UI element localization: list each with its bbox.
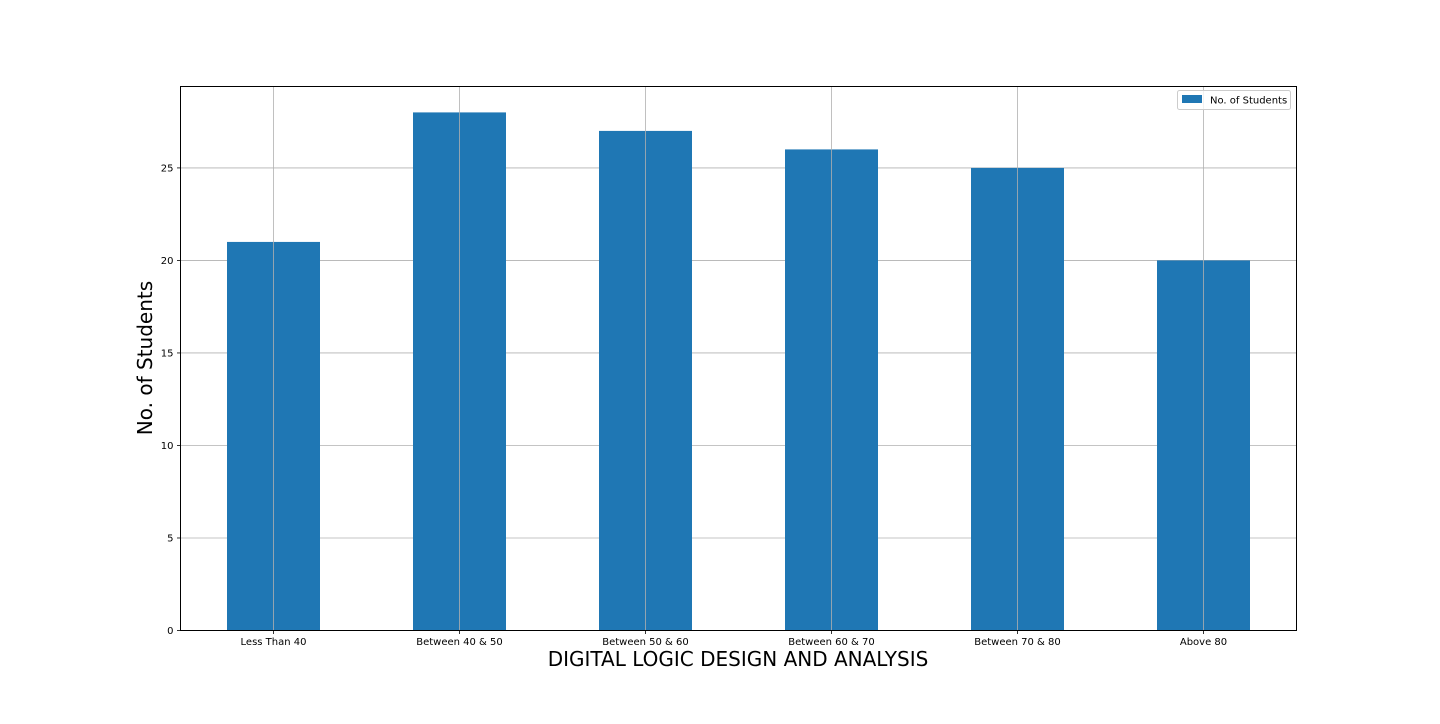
x-tick-label: Above 80 — [1180, 637, 1227, 648]
x-tick-label: Less Than 40 — [241, 637, 307, 648]
y-tick-label: 5 — [167, 533, 173, 544]
legend-swatch — [1182, 95, 1202, 103]
y-tick-label: 15 — [161, 348, 174, 359]
legend: No. of Students — [1177, 90, 1291, 110]
vertical-grid-lines — [273, 86, 1204, 631]
x-tick-label: Between 60 & 70 — [788, 637, 875, 648]
x-tick-label: Between 70 & 80 — [974, 637, 1061, 648]
y-tick-label: 25 — [161, 163, 174, 174]
y-tick-label: 10 — [161, 441, 174, 452]
y-axis-title: No. of Students — [133, 281, 157, 435]
plot-area-frame — [180, 86, 1297, 631]
bars — [227, 112, 1250, 631]
y-tick-label: 0 — [167, 626, 173, 637]
x-tick-label: Between 50 & 60 — [602, 637, 689, 648]
x-axis-ticks: Less Than 40 Between 40 & 50 Between 50 & … — [241, 630, 1227, 648]
x-axis-title: DIGITAL LOGIC DESIGN AND ANALYSIS — [548, 647, 929, 671]
x-tick-label: Between 40 & 50 — [416, 637, 503, 648]
y-tick-label: 20 — [161, 256, 174, 267]
legend-box — [1177, 90, 1291, 110]
y-axis-ticks: 0 5 10 15 20 25 — [161, 163, 181, 637]
legend-label: No. of Students — [1210, 96, 1287, 107]
grid-lines — [180, 167, 1297, 631]
